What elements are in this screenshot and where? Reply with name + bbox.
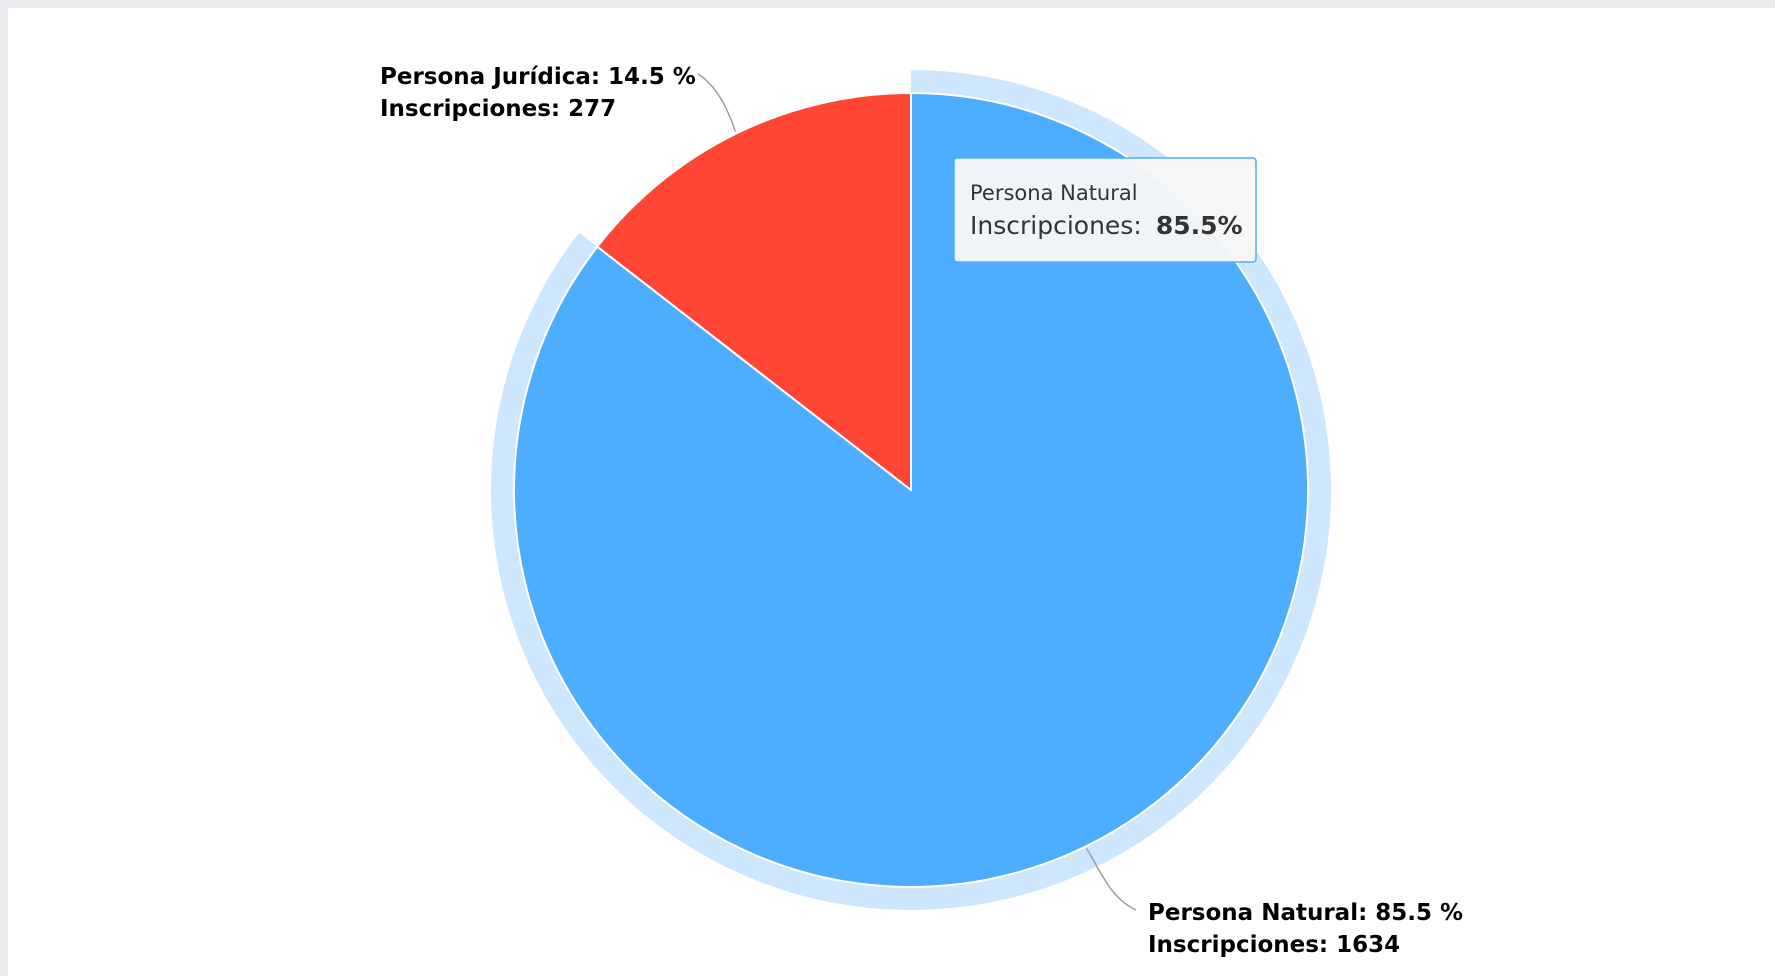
- data-label-persona-natural-line1: Persona Natural: 85.5 %: [1148, 900, 1463, 926]
- pie-chart: Persona Jurídica: 14.5 % Inscripciones: …: [380, 64, 1463, 958]
- data-label-persona-juridica-line1: Persona Jurídica: 14.5 %: [380, 64, 696, 90]
- connectors-layer: [697, 73, 1137, 911]
- tooltip: Persona Natural Inscripciones: 85.5%: [953, 157, 1257, 263]
- data-label-persona-juridica-line2: Inscripciones: 277: [380, 96, 616, 122]
- chart-panel: Persona Jurídica: 14.5 % Inscripciones: …: [8, 8, 1775, 976]
- pie-slice-persona-juridica[interactable]: [596, 92, 912, 491]
- tooltip-line: Inscripciones: 85.5%: [970, 211, 1243, 240]
- slices-layer: [513, 92, 1309, 888]
- tooltip-value: 85.5%: [1156, 211, 1243, 240]
- data-label-persona-natural-line2: Inscripciones: 1634: [1148, 932, 1400, 958]
- tooltip-box: [953, 157, 1257, 263]
- tooltip-label: Inscripciones:: [970, 211, 1142, 240]
- connector-line-persona-natural: [1085, 847, 1137, 911]
- connector-line-persona-juridica: [697, 73, 737, 132]
- tooltip-series-name: Persona Natural: [970, 181, 1138, 205]
